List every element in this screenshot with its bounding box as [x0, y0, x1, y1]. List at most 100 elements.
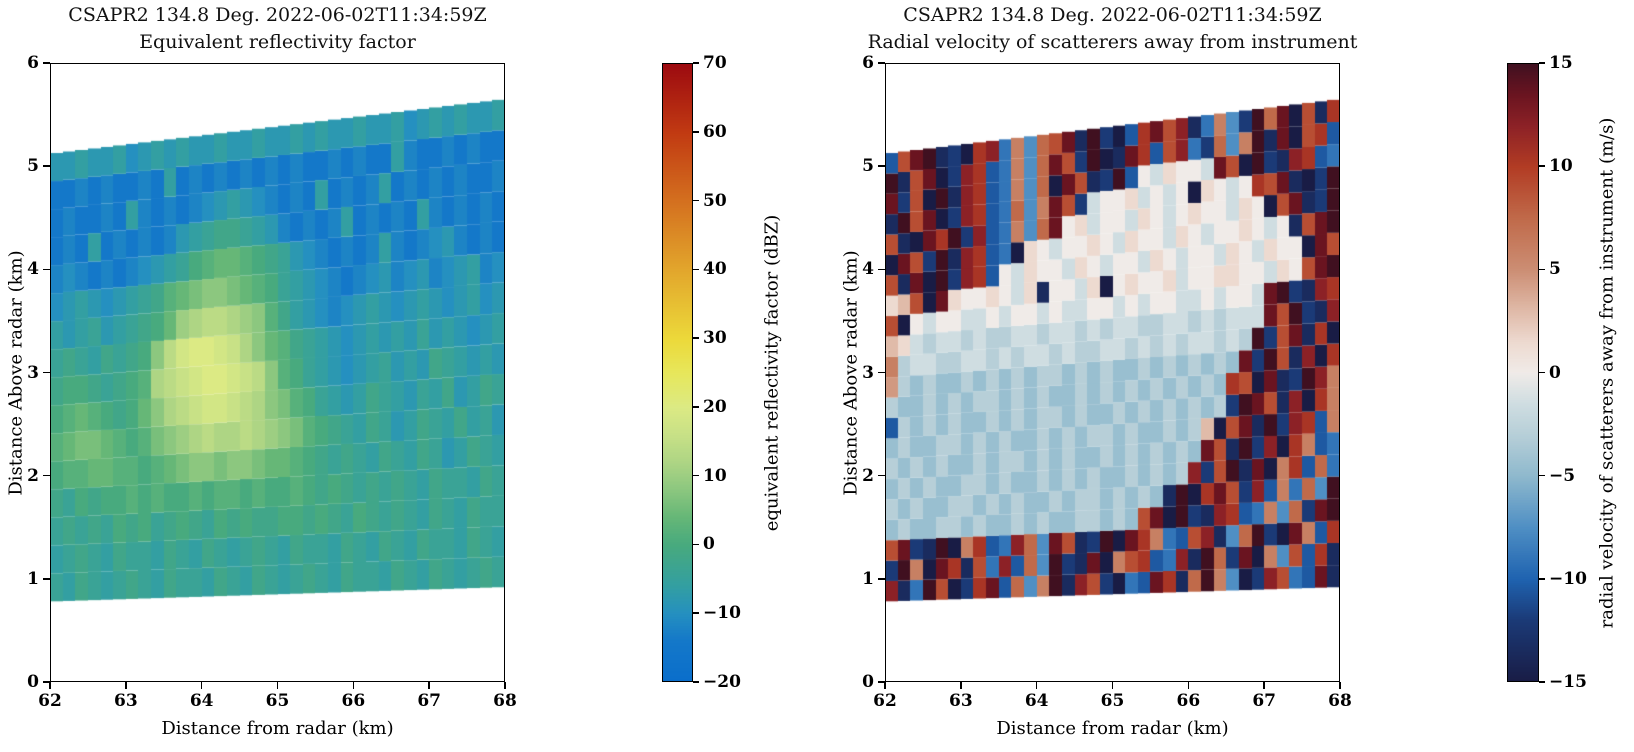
y-tick-mark	[43, 474, 50, 477]
colorbar-label: radial velocity of scatterers away from …	[1596, 117, 1618, 628]
colorbar-tick-label: 20	[703, 396, 727, 417]
y-tick-label: 0	[27, 672, 39, 692]
x-tick-mark	[1035, 682, 1038, 689]
colorbar-tick-mark	[1539, 62, 1545, 64]
y-tick-label: 2	[27, 465, 39, 486]
velocity-heatmap	[885, 63, 1340, 682]
colorbar-tick-label: 0	[1549, 362, 1561, 383]
colorbar-tick-mark	[693, 337, 699, 339]
y-tick-mark	[43, 268, 50, 271]
colorbar-tick-label: 5	[1549, 259, 1561, 280]
y-tick-mark	[878, 268, 885, 271]
colorbar-tick-mark	[1539, 681, 1545, 683]
plot-subtitle: Radial velocity of scatterers away from …	[867, 31, 1358, 53]
colorbar-tick-mark	[693, 199, 699, 202]
y-tick-mark	[43, 371, 50, 374]
y-tick-label: 4	[862, 259, 874, 280]
axes-frame	[50, 63, 505, 682]
x-tick-mark	[200, 682, 203, 689]
x-tick-label: 66	[1176, 691, 1201, 711]
y-tick-mark	[43, 62, 50, 64]
colorbar-tick-label: 70	[703, 53, 727, 73]
colorbar-tick-mark	[693, 406, 699, 408]
y-tick-label: 5	[862, 156, 874, 177]
y-tick-label: 5	[27, 156, 39, 177]
colorbar-tick-mark	[693, 130, 699, 133]
colorbar-tick-mark	[693, 612, 699, 615]
colorbar-tick-mark	[1539, 474, 1545, 477]
y-tick-label: 3	[27, 362, 39, 383]
y-tick-mark	[43, 578, 50, 580]
x-tick-mark	[1187, 682, 1190, 689]
x-tick-mark	[49, 682, 51, 689]
plot-title: CSAPR2 134.8 Deg. 2022-06-02T11:34:59Z	[68, 4, 487, 26]
x-tick-mark	[428, 682, 430, 689]
colorbar-tick-label: −5	[1549, 465, 1576, 486]
colorbar-tick-mark	[693, 474, 699, 477]
y-tick-label: 1	[862, 568, 874, 589]
colorbar-tick-mark	[1539, 268, 1545, 271]
colorbar-gradient	[1507, 63, 1539, 682]
colorbar-tick-mark	[693, 268, 699, 271]
y-tick-mark	[43, 165, 50, 167]
x-tick-mark	[1339, 682, 1341, 689]
x-tick-label: 68	[1328, 691, 1352, 711]
y-tick-label: 2	[862, 465, 874, 486]
y-tick-mark	[878, 165, 885, 167]
plot-title: CSAPR2 134.8 Deg. 2022-06-02T11:34:59Z	[903, 4, 1322, 26]
colorbar-label: equivalent reflectivity factor (dBZ)	[761, 214, 783, 531]
colorbar-tick-mark	[693, 543, 699, 546]
colorbar-tick-mark	[693, 62, 699, 64]
colorbar-gradient	[662, 63, 693, 682]
colorbar-tick-label: −10	[1549, 568, 1587, 589]
plot-subtitle: Equivalent reflectivity factor	[139, 31, 416, 53]
y-tick-mark	[878, 62, 885, 64]
x-tick-label: 62	[38, 691, 62, 711]
colorbar-tick-mark	[1539, 578, 1545, 580]
x-tick-mark	[1263, 682, 1265, 689]
x-axis-label: Distance from radar (km)	[996, 718, 1229, 739]
colorbar-tick-label: −10	[703, 603, 741, 624]
x-tick-mark	[884, 682, 886, 689]
y-tick-mark	[878, 371, 885, 374]
x-tick-mark	[1111, 682, 1114, 689]
colorbar-tick-label: 0	[703, 534, 715, 555]
reflectivity-heatmap	[50, 63, 505, 682]
x-tick-label: 63	[113, 691, 138, 711]
colorbar-tick-label: 50	[703, 190, 727, 211]
colorbar-frame	[1507, 63, 1539, 682]
x-tick-label: 62	[873, 691, 897, 711]
y-axis-label: Distance Above radar (km)	[840, 249, 862, 496]
y-tick-label: 0	[862, 672, 874, 692]
x-tick-mark	[960, 682, 962, 689]
colorbar-tick-label: 30	[703, 328, 727, 349]
colorbar-frame	[662, 63, 693, 682]
colorbar-tick-mark	[693, 681, 699, 683]
colorbar-tick-label: 40	[703, 259, 727, 280]
x-tick-label: 67	[1252, 691, 1276, 711]
x-tick-label: 64	[1024, 691, 1049, 711]
y-tick-label: 3	[862, 362, 874, 383]
y-tick-mark	[878, 578, 885, 580]
y-tick-label: 4	[27, 259, 39, 280]
colorbar-tick-label: −15	[1549, 672, 1587, 692]
x-tick-label: 67	[417, 691, 441, 711]
colorbar-tick-mark	[1539, 165, 1545, 167]
colorbar-tick-label: 10	[703, 465, 727, 486]
y-axis-label: Distance Above radar (km)	[5, 249, 27, 496]
colorbar-tick-label: 15	[1549, 53, 1573, 73]
y-tick-label: 6	[862, 53, 874, 73]
colorbar-tick-label: −20	[703, 672, 741, 692]
x-tick-mark	[125, 682, 127, 689]
y-tick-label: 6	[27, 53, 39, 73]
x-tick-mark	[504, 682, 506, 689]
colorbar-tick-label: 10	[1549, 156, 1573, 177]
colorbar-tick-label: 60	[703, 121, 727, 142]
x-tick-mark	[352, 682, 355, 689]
x-tick-label: 68	[493, 691, 517, 711]
y-tick-mark	[878, 681, 885, 683]
x-tick-mark	[276, 682, 279, 689]
x-axis-label: Distance from radar (km)	[161, 718, 394, 739]
x-tick-label: 63	[948, 691, 973, 711]
